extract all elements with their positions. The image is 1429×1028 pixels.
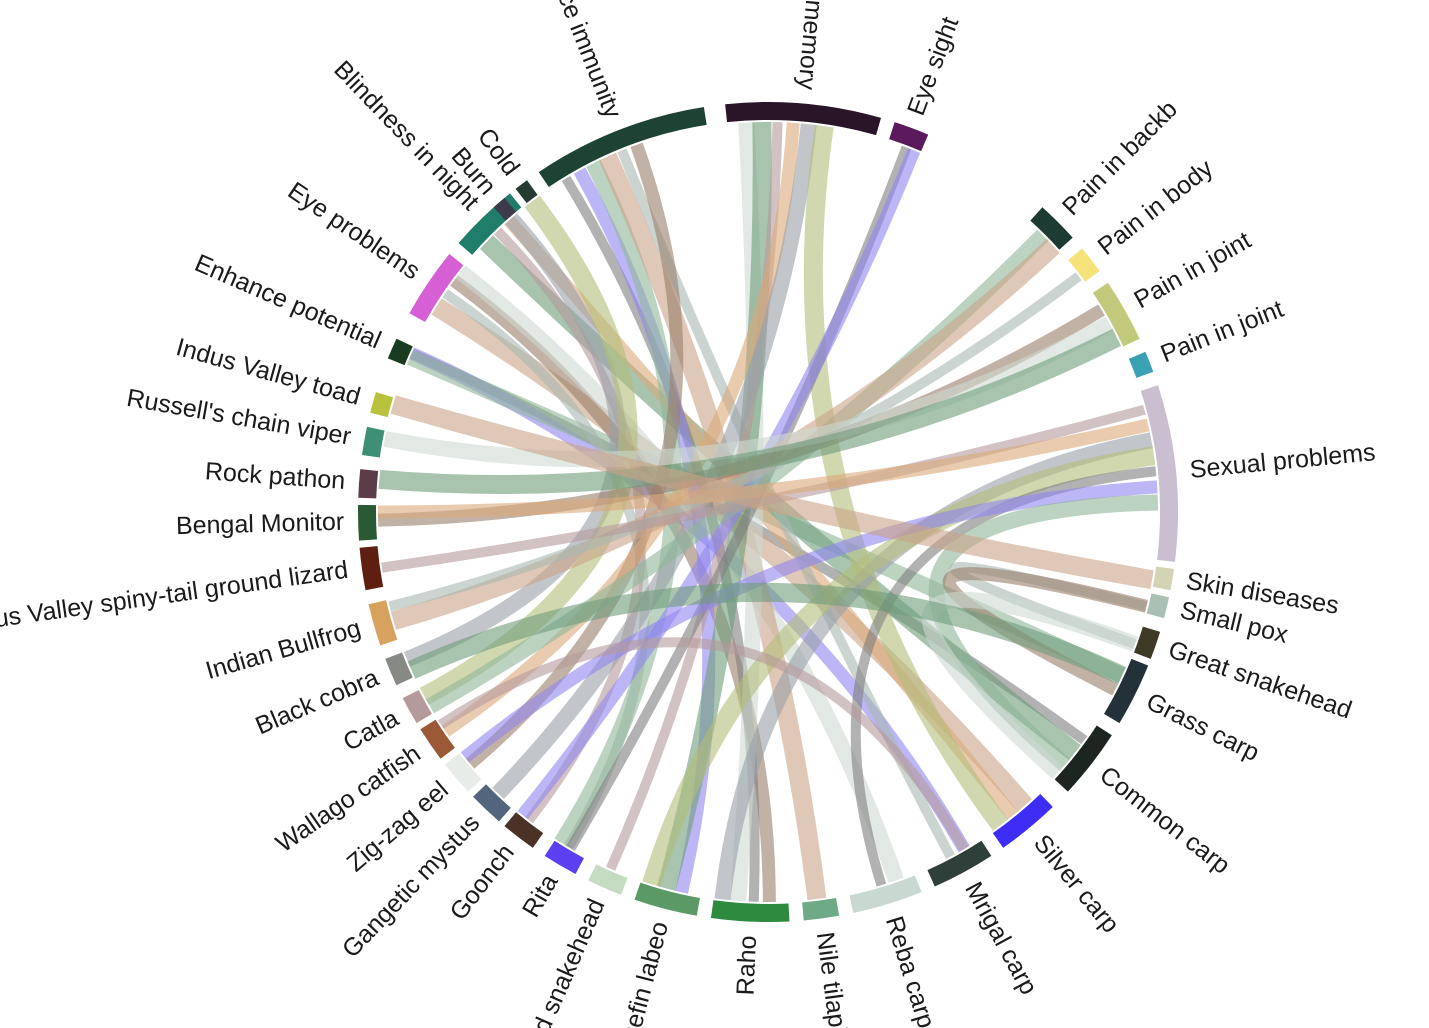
sector-label: Eye problems — [283, 177, 425, 286]
sector-arc — [1068, 248, 1100, 282]
sector-label: ngefin labeo — [613, 919, 674, 1028]
sector-arc — [358, 504, 377, 541]
sector-arc — [1054, 725, 1112, 792]
sector-arc — [420, 719, 455, 759]
chord-links — [377, 121, 1159, 903]
sector-label: Indus Valley spiny-tail ground lizard — [0, 556, 350, 638]
sector-arc — [634, 882, 700, 916]
sector-label: Reba carp — [880, 913, 941, 1028]
chord-link — [390, 395, 1154, 590]
sector-arc — [1152, 566, 1175, 591]
sector-arcs — [358, 102, 1179, 922]
sector-arc — [849, 875, 922, 914]
sector-arc — [725, 102, 882, 136]
sector-label: Sexual problems — [1189, 438, 1377, 484]
sector-label: Mrigal carp — [959, 877, 1043, 999]
sector-arc — [802, 898, 840, 921]
sector-arc — [1128, 351, 1154, 378]
chord-link — [928, 494, 1159, 771]
sector-label: Bengal Monitor — [176, 508, 345, 540]
chord-link — [803, 124, 1009, 831]
sector-label: Raho — [732, 935, 763, 996]
sector-arc — [368, 600, 398, 646]
sector-arc — [385, 652, 413, 686]
sector-label: Blindness in night — [328, 55, 484, 215]
sector-arc — [402, 689, 432, 724]
sector-arc — [473, 784, 511, 822]
sector-arc — [1146, 593, 1170, 619]
sector-label: Grass carp — [1142, 687, 1264, 767]
sector-arc — [1140, 385, 1179, 562]
sector-arc — [361, 426, 385, 458]
sector-label: Catla — [339, 704, 404, 757]
sector-arc — [1104, 658, 1149, 724]
chord-link — [438, 637, 969, 852]
sector-label: Eye sight — [902, 13, 964, 119]
sector-arc — [504, 812, 544, 848]
sector-label: Common carp — [1094, 761, 1235, 880]
sector-label: Pain in joint — [1157, 295, 1288, 368]
sector-label: Nile tilapia — [811, 930, 854, 1028]
sector-arc — [444, 753, 482, 792]
sector-arc — [1133, 626, 1161, 659]
chord-link — [378, 328, 1121, 494]
sector-arc — [1092, 282, 1140, 347]
chord-link — [460, 480, 1158, 763]
sector-arc — [387, 338, 413, 366]
chord-link — [390, 239, 1060, 630]
sector-label: Enhance immunity — [525, 0, 627, 123]
chord-link — [388, 272, 1082, 612]
sector-arc — [927, 840, 992, 887]
sector-label: Silver carp — [1028, 829, 1125, 938]
sector-arc — [358, 469, 379, 499]
sector-arc — [992, 793, 1053, 848]
sector-arc — [1030, 207, 1073, 250]
sector-label: Rock pathon — [204, 457, 346, 495]
chord-link — [407, 582, 1127, 685]
sector-arc — [538, 107, 707, 188]
sector-arc — [710, 900, 790, 922]
chord-link — [377, 418, 1150, 519]
sector-label: Indian Bullfrog — [203, 614, 364, 685]
sector-arc — [889, 122, 929, 152]
sector-arc — [359, 546, 384, 591]
sector-arc — [409, 253, 464, 322]
sector-arc — [515, 180, 538, 204]
chord-link — [450, 275, 776, 903]
chord-link — [383, 316, 1114, 468]
sector-label: Enhance memory — [792, 0, 837, 91]
sector-label: Enhance potential — [191, 249, 386, 354]
sector-arc — [588, 864, 628, 895]
sector-label: Pain in joint — [1129, 226, 1255, 314]
sector-label: Rita — [517, 869, 564, 922]
sector-arc — [493, 197, 517, 221]
sector-arc — [370, 392, 394, 418]
sector-arc — [544, 840, 584, 875]
